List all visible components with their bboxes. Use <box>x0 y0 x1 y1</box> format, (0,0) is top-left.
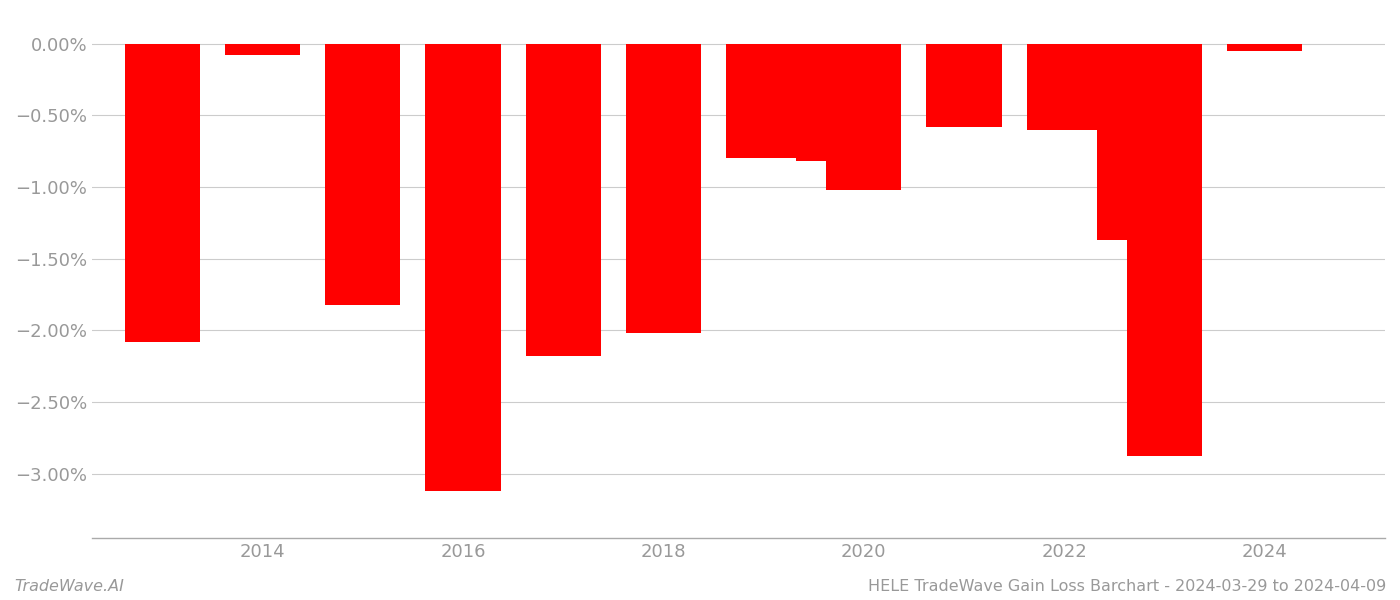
Bar <box>125 44 200 342</box>
Bar <box>225 44 300 55</box>
Bar <box>1228 44 1302 51</box>
Bar <box>626 44 701 333</box>
Bar <box>826 44 902 190</box>
Bar <box>927 44 1001 127</box>
Bar <box>1026 44 1102 130</box>
Text: TradeWave.AI: TradeWave.AI <box>14 579 123 594</box>
Bar <box>325 44 400 305</box>
Bar <box>1096 44 1172 240</box>
Bar <box>525 44 601 356</box>
Bar <box>727 44 801 158</box>
Bar <box>1127 44 1203 457</box>
Bar <box>797 44 871 161</box>
Text: HELE TradeWave Gain Loss Barchart - 2024-03-29 to 2024-04-09: HELE TradeWave Gain Loss Barchart - 2024… <box>868 579 1386 594</box>
Bar <box>426 44 501 491</box>
